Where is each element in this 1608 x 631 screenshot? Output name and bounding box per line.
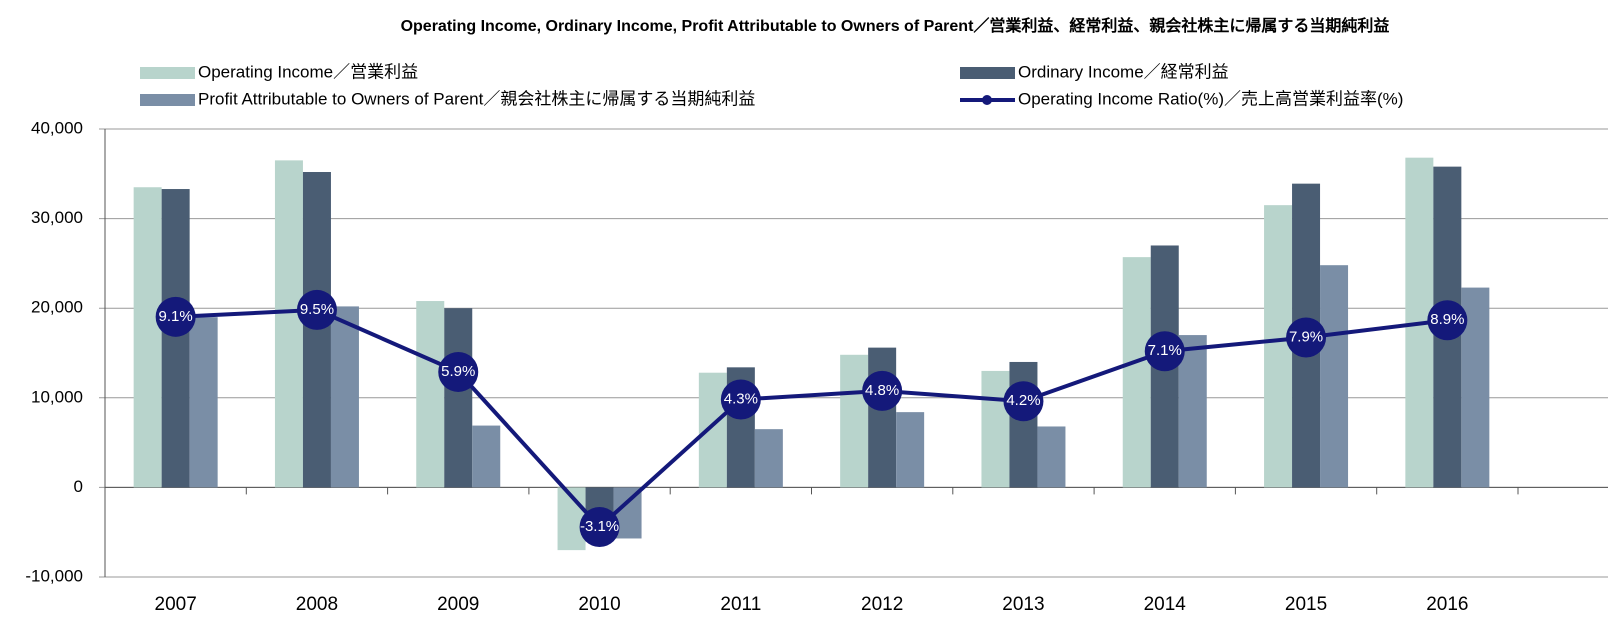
data-label: 7.9% (1289, 328, 1323, 345)
y-tick-label: 10,000 (31, 387, 83, 406)
legend-swatch (960, 67, 1015, 79)
x-tick-label: 2011 (720, 594, 761, 615)
legend-label: Profit Attributable to Owners of Parent／… (198, 89, 755, 108)
ratio-line (175, 307, 1448, 530)
bar (868, 347, 897, 488)
data-label: 9.5% (300, 301, 334, 318)
x-tick-label: 2013 (1002, 594, 1044, 615)
ratio-marker (155, 296, 196, 337)
bar (1178, 335, 1207, 488)
bar (416, 301, 445, 488)
legend-label: Operating Income Ratio(%)／売上高営業利益率(%) (1018, 89, 1403, 108)
bar (981, 370, 1010, 488)
legend-swatch (140, 67, 195, 79)
ratio-marker (579, 507, 620, 548)
ratio-marker (862, 370, 903, 411)
legend-swatch (140, 94, 195, 106)
bar (444, 308, 473, 488)
y-tick-label: 0 (74, 477, 83, 496)
bar (189, 317, 218, 488)
data-label: 4.3% (724, 390, 758, 407)
x-tick-label: 2016 (1426, 594, 1468, 615)
data-label: -3.1% (580, 518, 619, 535)
x-tick-label: 2012 (861, 594, 903, 615)
bar (1264, 205, 1293, 488)
data-label: 7.1% (1148, 342, 1182, 359)
bar (1320, 265, 1349, 488)
legend-label: Operating Income／営業利益 (198, 62, 418, 81)
bar (1122, 257, 1151, 488)
ratio-marker (438, 351, 479, 392)
ratio-marker (296, 289, 337, 330)
bar (1037, 426, 1066, 488)
ratio-marker (720, 379, 761, 420)
legend-swatch (982, 95, 992, 105)
ratio-marker (1286, 317, 1327, 358)
y-tick-label: 20,000 (31, 298, 83, 317)
ratio-marker (1144, 331, 1185, 372)
x-tick-label: 2009 (437, 594, 479, 615)
ratio-marker (1427, 300, 1468, 341)
bar (1009, 361, 1038, 488)
bar (698, 372, 727, 488)
data-label: 8.9% (1430, 311, 1464, 328)
x-tick-label: 2014 (1144, 594, 1187, 615)
y-tick-label: 30,000 (31, 208, 83, 227)
ratio-marker (1003, 381, 1044, 422)
y-tick-label: -10,000 (25, 566, 83, 585)
data-label: 4.8% (865, 382, 899, 399)
bar (330, 306, 359, 488)
bar (754, 429, 783, 488)
x-tick-label: 2010 (578, 594, 620, 615)
data-label: 4.2% (1006, 392, 1040, 409)
chart-title: Operating Income, Ordinary Income, Profi… (401, 16, 1390, 35)
legend-label: Ordinary Income／経常利益 (1018, 62, 1229, 81)
bar (840, 354, 869, 488)
x-tick-label: 2007 (155, 594, 197, 615)
data-label: 5.9% (441, 363, 475, 380)
x-tick-label: 2015 (1285, 594, 1327, 615)
y-tick-label: 40,000 (31, 118, 83, 137)
x-tick-label: 2008 (296, 594, 338, 615)
bar (133, 187, 162, 488)
bar (896, 412, 925, 488)
data-label: 9.1% (159, 308, 193, 325)
bar (472, 425, 501, 488)
bar (274, 160, 303, 488)
bar (161, 189, 190, 488)
